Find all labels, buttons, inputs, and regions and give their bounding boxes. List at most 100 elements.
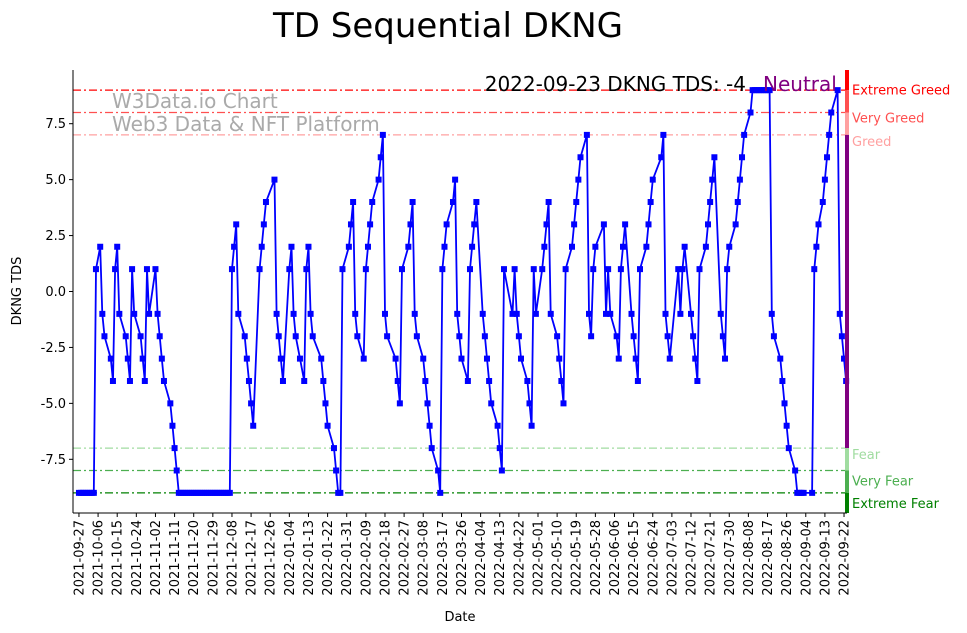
data-point: [622, 221, 629, 228]
data-point: [337, 489, 344, 496]
x-tick-label: 2022-03-26: [455, 520, 470, 596]
data-point: [707, 199, 714, 206]
data-point: [456, 333, 463, 340]
data-point: [649, 176, 656, 183]
threshold-label: Very Fear: [852, 474, 914, 489]
data-point: [500, 266, 507, 273]
data-point: [575, 176, 582, 183]
data-point: [711, 154, 718, 161]
data-point: [615, 355, 622, 362]
watermark-line2: Web3 Data & NFT Platform: [112, 112, 380, 136]
data-point: [330, 445, 337, 452]
data-point: [112, 266, 119, 273]
data-point: [539, 266, 546, 273]
data-point: [815, 221, 822, 228]
x-tick-label: 2022-07-21: [704, 520, 719, 596]
x-tick-label: 2021-10-24: [130, 520, 145, 596]
data-point: [435, 467, 442, 474]
data-point: [324, 422, 331, 429]
data-point: [768, 310, 775, 317]
x-tick-label: 2021-12-26: [264, 520, 279, 596]
x-tick-label: 2021-11-02: [149, 520, 164, 596]
y-tick-label: -2.5: [41, 341, 66, 356]
data-point: [696, 266, 703, 273]
data-point: [139, 355, 146, 362]
data-point: [375, 176, 382, 183]
x-tick-label: 2022-08-08: [742, 520, 757, 596]
zone-bar-segment: [845, 448, 849, 471]
y-tick-label: 2.5: [45, 229, 66, 244]
x-tick-label: 2022-01-13: [302, 520, 317, 596]
y-tick-label: -7.5: [41, 453, 66, 468]
y-tick-label: 5.0: [45, 173, 66, 188]
series-line: [79, 89, 847, 494]
data-point: [109, 377, 116, 384]
x-tick-label: 2022-04-04: [474, 520, 489, 596]
data-point: [517, 355, 524, 362]
data-point: [339, 266, 346, 273]
data-point: [556, 355, 563, 362]
x-tick-label: 2021-12-17: [245, 520, 260, 596]
data-point: [736, 176, 743, 183]
data-point: [271, 176, 278, 183]
data-point: [452, 176, 459, 183]
data-point: [154, 310, 161, 317]
annotation-text: 2022-09-23 DKNG TDS: -4: [485, 72, 746, 96]
data-point: [511, 266, 518, 273]
data-point: [524, 377, 531, 384]
data-point: [116, 310, 123, 317]
x-tick-label: 2022-06-15: [627, 520, 642, 596]
data-point: [766, 87, 773, 94]
data-point: [613, 333, 620, 340]
data-point: [347, 221, 354, 228]
data-point: [583, 131, 590, 138]
data-point: [826, 131, 833, 138]
data-point: [364, 243, 371, 250]
data-point: [305, 243, 312, 250]
data-point: [156, 333, 163, 340]
data-point: [443, 221, 450, 228]
data-point: [821, 176, 828, 183]
data-point: [562, 266, 569, 273]
data-point: [122, 333, 129, 340]
data-point: [739, 154, 746, 161]
data-point: [137, 333, 144, 340]
data-point: [131, 310, 138, 317]
data-point: [441, 243, 448, 250]
x-tick-label: 2022-01-04: [283, 520, 298, 596]
data-point: [494, 422, 501, 429]
data-point: [588, 333, 595, 340]
data-point: [632, 355, 639, 362]
data-point: [471, 221, 478, 228]
data-point: [617, 266, 624, 273]
data-point: [392, 355, 399, 362]
data-point: [483, 355, 490, 362]
data-point: [777, 355, 784, 362]
data-point: [345, 243, 352, 250]
data-point: [437, 489, 444, 496]
data-point: [692, 355, 699, 362]
data-point: [709, 176, 716, 183]
data-point: [834, 87, 841, 94]
data-point: [143, 266, 150, 273]
data-point: [747, 109, 754, 116]
data-point: [554, 333, 561, 340]
x-tick-label: 2021-11-20: [187, 520, 202, 596]
data-point: [509, 310, 516, 317]
data-point: [666, 355, 673, 362]
x-tick-label: 2022-07-30: [723, 520, 738, 596]
data-point: [369, 199, 376, 206]
data-point: [702, 243, 709, 250]
x-tick-label: 2022-04-13: [493, 520, 508, 596]
x-tick-label: 2022-02-18: [378, 520, 393, 596]
x-tick-label: 2022-01-22: [321, 520, 336, 596]
x-tick-label: 2022-08-17: [761, 520, 776, 596]
data-point: [407, 221, 414, 228]
data-point: [781, 400, 788, 407]
data-point: [235, 310, 242, 317]
data-point: [811, 266, 818, 273]
x-tick-label: 2022-06-24: [646, 520, 661, 596]
data-point: [226, 489, 233, 496]
data-point: [360, 355, 367, 362]
data-point: [141, 377, 148, 384]
